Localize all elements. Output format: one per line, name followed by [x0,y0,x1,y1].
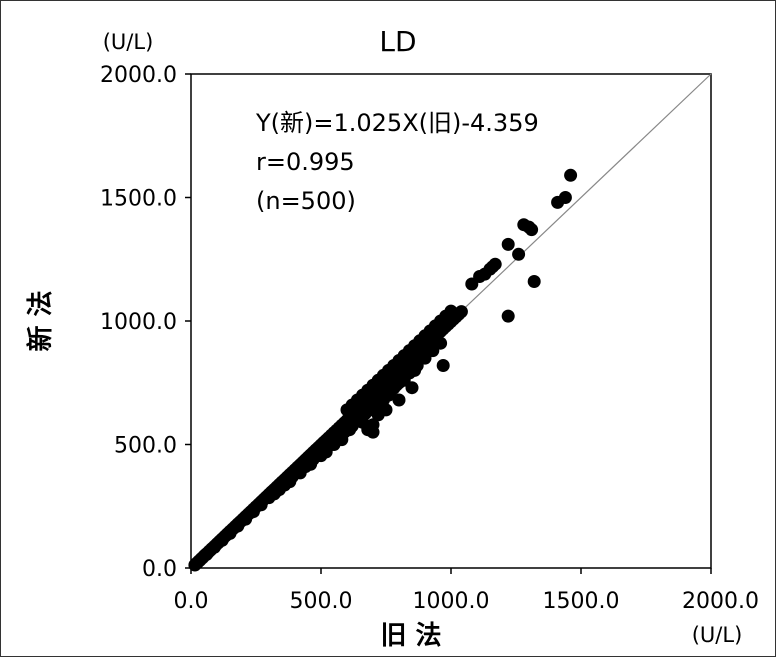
data-point [564,168,578,182]
data-point [454,305,468,319]
correlation-text: r=0.995 [256,148,355,176]
data-point [444,304,458,318]
data-point [501,309,515,323]
data-point [527,275,541,288]
sample-size-text: (n=500) [256,187,356,215]
data-point [379,403,393,417]
data-point [408,363,422,377]
data-point [525,223,539,237]
y-tick-label: 2000.0 [100,63,177,88]
x-axis-title: 旧 法 [380,621,441,651]
y-axis-title: 新 法 [25,290,56,351]
y-axis-unit: (U/L) [103,30,154,54]
x-tick-label: 2000.0 [682,589,759,614]
y-tick-label: 1000.0 [100,310,177,335]
data-points [188,168,578,572]
data-point [434,336,448,350]
data-point [558,191,572,204]
x-tick-label: 500.0 [290,589,353,614]
x-tick-label: 0.0 [174,589,209,614]
data-point [397,373,411,387]
chart-title: LD [379,25,416,58]
data-point [374,391,388,405]
data-point [501,237,515,251]
data-point [392,393,406,407]
data-point [278,478,292,492]
x-tick-label: 1000.0 [413,589,490,614]
x-axis-ticks: 0.0 500.0 1000.0 1500.0 2000.0 [174,568,759,614]
x-axis-unit: (U/L) [692,623,743,647]
data-point [311,447,325,461]
x-tick-label: 1500.0 [543,589,620,614]
regression-equation-text: Y(新)=1.025X(旧)-4.359 [255,109,539,137]
data-point [512,247,526,261]
data-point [488,257,502,271]
data-point [436,359,450,372]
y-tick-label: 0.0 [142,557,177,582]
y-tick-label: 500.0 [114,434,177,459]
y-tick-label: 1500.0 [100,187,177,212]
data-point [358,407,372,421]
y-axis-ticks: 0.0 500.0 1000.0 1500.0 2000.0 [100,63,191,582]
data-point [366,425,380,439]
